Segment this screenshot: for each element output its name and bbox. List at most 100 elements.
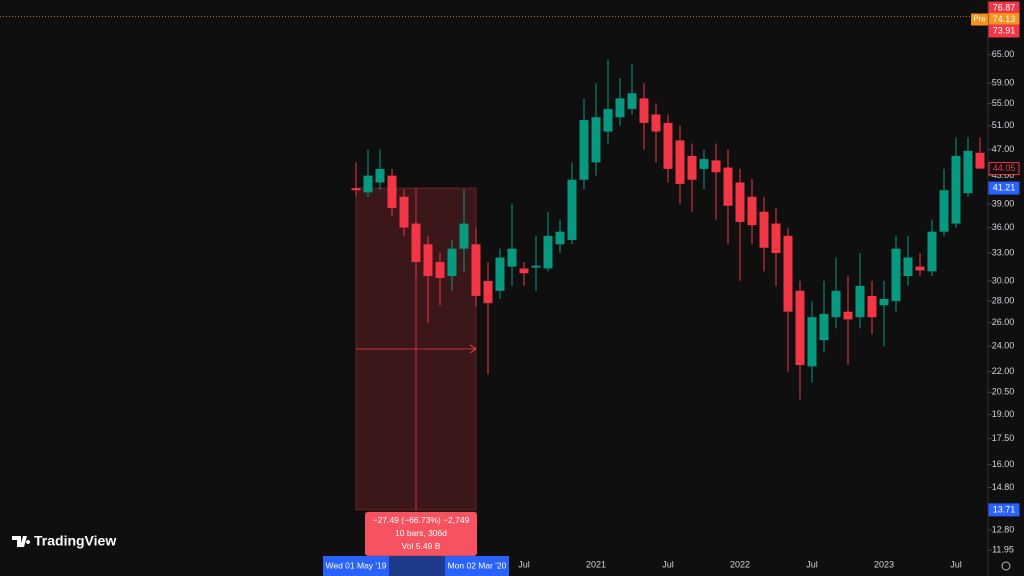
candle-body xyxy=(843,311,853,320)
y-tick-label: 14.80 xyxy=(992,482,1015,492)
measure-text: −27.49 (−66.73%) −2,749 xyxy=(373,515,470,525)
candle-body xyxy=(939,190,949,232)
y-tick-label: 12.80 xyxy=(992,524,1015,534)
candle-body xyxy=(663,122,673,169)
candle-body xyxy=(675,140,685,184)
measure-arrow xyxy=(469,344,477,354)
settings-icon[interactable] xyxy=(1001,561,1011,571)
price-badge-label: 13.71 xyxy=(993,504,1016,514)
time-badge xyxy=(445,556,509,576)
candle-body xyxy=(447,248,457,277)
candle-body xyxy=(747,196,757,226)
x-tick-label: 2023 xyxy=(874,559,894,569)
x-tick-label: 2021 xyxy=(586,559,606,569)
y-tick-label: 24.00 xyxy=(992,341,1015,351)
candle-body xyxy=(735,182,745,222)
time-badge-label: Mon 02 Mar '20 xyxy=(448,560,507,570)
candle-body xyxy=(351,188,361,191)
y-tick-label: 20.50 xyxy=(992,387,1015,397)
candle-body xyxy=(819,313,829,341)
price-badge-label: 76.87 xyxy=(993,2,1016,12)
x-tick-label: Jul xyxy=(662,559,674,569)
price-badge xyxy=(988,24,1020,38)
candle-body xyxy=(723,167,733,206)
y-tick-label: 39.00 xyxy=(992,199,1015,209)
measure-text: 10 bars, 306d xyxy=(395,528,447,538)
brand: TradingView xyxy=(34,533,116,549)
price-badge-label: 41.21 xyxy=(993,182,1016,192)
y-tick-label: 51.00 xyxy=(992,120,1015,130)
candle-body xyxy=(615,98,625,118)
candle-body xyxy=(927,231,937,272)
pre-tag-label: Pre xyxy=(973,15,986,24)
candle-body xyxy=(903,257,913,277)
y-tick-label: 30.00 xyxy=(992,275,1015,285)
candle-body xyxy=(879,298,889,306)
candle-body xyxy=(363,175,373,193)
gear[interactable] xyxy=(1001,561,1011,571)
x-tick-label: Jul xyxy=(950,559,962,569)
y-tick-label: 16.00 xyxy=(992,459,1015,469)
candle-body xyxy=(555,231,565,245)
candle-body xyxy=(459,223,469,249)
x-tick-label: 2022 xyxy=(730,559,750,569)
candle-body xyxy=(507,248,517,267)
candle-body xyxy=(603,109,613,132)
candle-body xyxy=(519,268,529,274)
candle-body xyxy=(951,155,961,224)
measure-info xyxy=(365,511,477,556)
time-range xyxy=(388,556,446,576)
time-badge xyxy=(323,556,389,576)
candle-body xyxy=(495,257,505,291)
candle-body xyxy=(915,266,925,271)
candle-body xyxy=(591,117,601,163)
candle-body xyxy=(375,168,385,183)
candle-body xyxy=(651,114,661,132)
logo-icon xyxy=(12,536,31,547)
candle-body xyxy=(411,223,421,263)
y-tick-label: 65.00 xyxy=(992,49,1015,59)
y-tick-label: 22.00 xyxy=(992,366,1015,376)
candle-body xyxy=(891,248,901,302)
candle-body xyxy=(807,317,817,367)
price-badge-label: 44.05 xyxy=(993,163,1016,173)
candle-body xyxy=(687,155,697,180)
candle-body xyxy=(783,235,793,312)
x-tick-label: Jul xyxy=(518,559,530,569)
candle-body xyxy=(579,120,589,180)
candle-body xyxy=(771,223,781,254)
y-tick-label: 33.00 xyxy=(992,247,1015,257)
candle-body xyxy=(531,265,541,268)
y-tick-label: 17.50 xyxy=(992,433,1015,443)
candle-body xyxy=(855,285,865,318)
candle-body xyxy=(759,211,769,248)
time-badge-label: Wed 01 May '19 xyxy=(326,560,387,570)
candle-body xyxy=(795,290,805,366)
logo: TradingView xyxy=(12,533,116,549)
candle-body xyxy=(567,179,577,241)
y-tick-label: 28.00 xyxy=(992,295,1015,305)
candle-body xyxy=(639,98,649,123)
candle-body xyxy=(711,160,721,173)
y-tick-label: 47.00 xyxy=(992,144,1015,154)
y-tick-label: 55.00 xyxy=(992,98,1015,108)
candle-body xyxy=(471,244,481,296)
candle-body xyxy=(423,244,433,277)
y-tick-label: 59.00 xyxy=(992,78,1015,88)
y-tick-label: 26.00 xyxy=(992,317,1015,327)
y-tick-label: 19.00 xyxy=(992,409,1015,419)
x-tick-label: Jul xyxy=(806,559,818,569)
candle-body xyxy=(627,93,637,110)
pre-tag xyxy=(971,13,988,26)
price-badge-label: 74.13 xyxy=(993,14,1016,24)
price-badge xyxy=(988,181,1020,195)
candle-body xyxy=(975,152,985,169)
y-tick-label: 36.00 xyxy=(992,222,1015,232)
price-badge xyxy=(988,162,1020,176)
candle-body xyxy=(387,175,397,208)
price-badge-label: 73.91 xyxy=(993,25,1016,35)
measure-text: Vol 5.49 B xyxy=(402,541,441,551)
